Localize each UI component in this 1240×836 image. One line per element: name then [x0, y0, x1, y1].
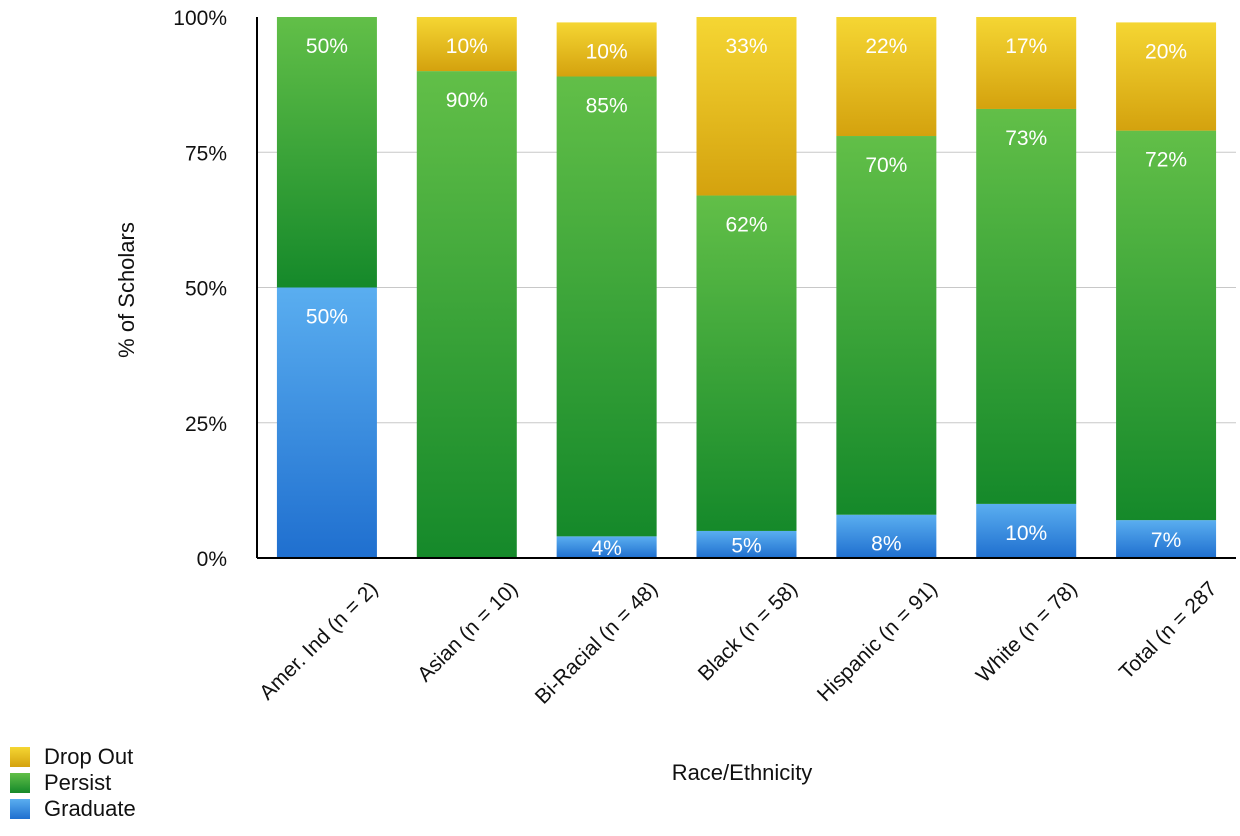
y-tick-label: 25% — [185, 413, 227, 436]
data-label-drop-out: 10% — [446, 35, 488, 58]
data-label-persist: 90% — [446, 89, 488, 112]
x-tick-label: Black (n = 58) — [694, 577, 802, 685]
bar-drop-out-hispanic — [836, 17, 937, 137]
x-tick-label: Hispanic (n = 91) — [813, 577, 942, 706]
legend-item-persist: Persist — [10, 770, 136, 796]
legend-label-persist: Persist — [44, 770, 112, 795]
y-tick-label: 100% — [173, 7, 227, 30]
y-axis: 0% 25% 50% 75% 100% — [173, 7, 258, 571]
legend-swatch-graduate — [10, 799, 30, 819]
data-label-drop-out: 10% — [586, 40, 628, 63]
data-label-graduate: 10% — [1005, 522, 1047, 545]
data-label-drop-out: 20% — [1145, 40, 1187, 63]
bar-persist-black — [696, 195, 797, 531]
bar-graduate-amer-ind — [276, 287, 377, 558]
y-axis-title: % of Scholars — [114, 222, 139, 358]
x-axis-title: Race/Ethnicity — [672, 760, 813, 785]
bar-persist-asian — [416, 71, 517, 558]
bar-graduate-black — [696, 530, 797, 558]
legend-item-graduate: Graduate — [10, 796, 136, 822]
y-tick-label: 0% — [197, 548, 227, 571]
bar-graduate-white — [976, 503, 1077, 558]
legend-item-drop-out: Drop Out — [10, 744, 136, 770]
data-label-graduate: 7% — [1151, 529, 1181, 552]
data-label-drop-out: 17% — [1005, 35, 1047, 58]
x-tick-label: Asian (n = 10) — [413, 577, 522, 686]
bar-drop-out-total — [1116, 22, 1217, 131]
bar-persist-total — [1116, 130, 1217, 521]
bar-drop-out-bi-racial — [556, 22, 657, 77]
data-label-persist: 62% — [725, 214, 767, 237]
x-tick-label: Bi-Racial (n = 48) — [531, 577, 662, 708]
data-label-drop-out: 33% — [725, 35, 767, 58]
data-label-persist: 73% — [1005, 127, 1047, 150]
bar-graduate-hispanic — [836, 514, 937, 558]
legend-label-drop-out: Drop Out — [44, 744, 134, 769]
bar-graduate-bi-racial — [556, 536, 657, 558]
x-tick-label: Total (n = 287 — [1115, 577, 1222, 684]
y-tick-label: 50% — [185, 278, 227, 301]
y-tick-label: 75% — [185, 142, 227, 165]
bars — [276, 17, 1217, 558]
x-tick-label: Amer. Ind (n = 2) — [255, 577, 382, 704]
bar-persist-white — [976, 108, 1077, 504]
data-label-graduate: 50% — [306, 306, 348, 329]
bar-drop-out-asian — [416, 17, 517, 72]
bar-graduate-total — [1116, 520, 1217, 558]
data-label-graduate: 8% — [871, 533, 901, 556]
legend-swatch-persist — [10, 773, 30, 793]
data-label-persist: 72% — [1145, 149, 1187, 172]
data-label-persist: 50% — [306, 35, 348, 58]
bar-drop-out-black — [696, 17, 797, 196]
data-label-persist: 70% — [865, 154, 907, 177]
x-tick-label: White (n = 78) — [972, 577, 1082, 687]
data-label-graduate: 4% — [591, 537, 621, 560]
data-labels: 50% 50% 90% 10% 4% 85% 10% 5% 62% 33% 8% 70% 22% 10% 7… — [306, 35, 1187, 560]
data-label-drop-out: 22% — [865, 35, 907, 58]
legend: Drop Out Persist Graduate — [10, 744, 136, 822]
data-label-persist: 85% — [586, 95, 628, 118]
legend-swatch-drop-out — [10, 747, 30, 767]
data-label-graduate: 5% — [731, 534, 761, 557]
bar-persist-hispanic — [836, 136, 937, 515]
bar-persist-amer-ind — [276, 17, 377, 288]
bar-persist-bi-racial — [556, 76, 657, 537]
legend-label-graduate: Graduate — [44, 796, 136, 821]
x-axis: Amer. Ind (n = 2) Asian (n = 10) Bi-Racial… — [255, 557, 1236, 709]
bar-drop-out-white — [976, 17, 1077, 109]
